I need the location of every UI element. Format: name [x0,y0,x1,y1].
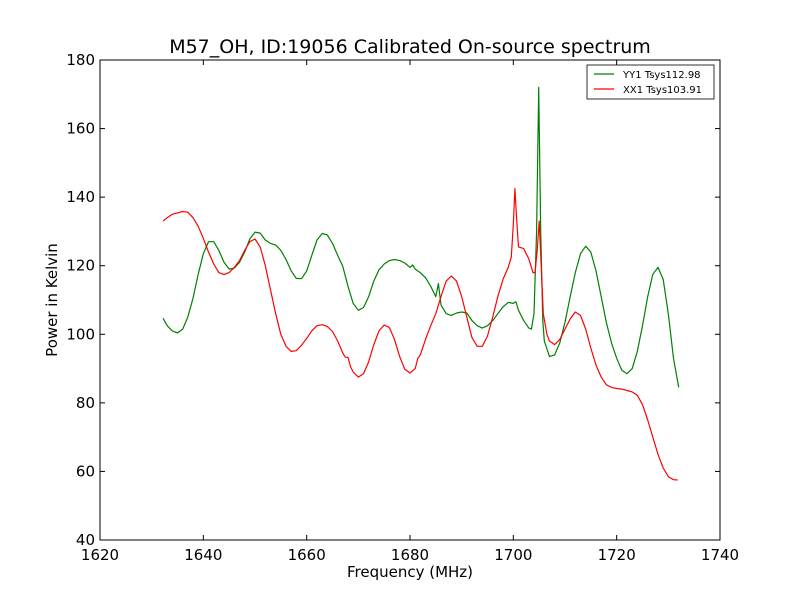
x-tick-label: 1620 [81,546,119,564]
y-tick-label: 140 [66,188,95,206]
x-tick-label: 1740 [701,546,739,564]
series-layer [162,86,680,481]
ticks-layer: 1620 1640 1660 1680 1700 1720 1740 40 60 80 100 120… [66,51,739,564]
y-tick-label: 100 [66,325,95,343]
legend-label-yy1: YY1 Tsys112.98 [622,70,701,81]
x-tick-label: 1680 [391,546,429,564]
legend-label-xx1: XX1 Tsys103.91 [623,85,702,96]
y-tick-label: 80 [76,394,95,412]
x-tick-label: 1640 [184,546,222,564]
x-tick-label: 1720 [598,546,636,564]
y-tick-label: 180 [66,51,95,69]
x-axis-label: Frequency (MHz) [347,563,473,581]
y-tick-label: 40 [76,531,95,549]
x-tick-label: 1660 [288,546,326,564]
y-tick-label: 60 [76,462,95,480]
legend-box [586,64,715,100]
y-axis-label: Power in Kelvin [43,243,61,357]
y-tick-label: 120 [66,257,95,275]
y-tick-label: 160 [66,120,95,138]
series-line-1 [162,188,678,481]
chart-title: M57_OH, ID:19056 Calibrated On-source sp… [169,36,651,58]
x-tick-label: 1700 [494,546,532,564]
series-line-0 [162,86,680,388]
legend: YY1 Tsys112.98 XX1 Tsys103.91 [586,64,715,100]
